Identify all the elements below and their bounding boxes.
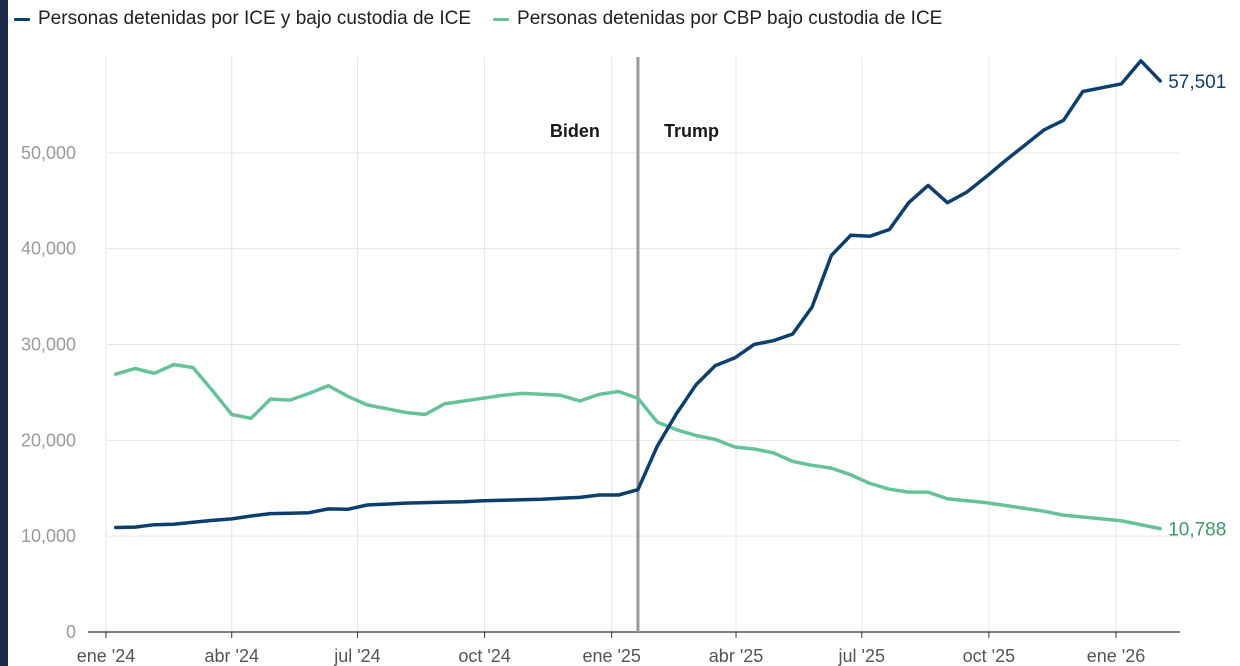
x-tick-label: jul '24: [333, 646, 380, 666]
y-tick-label: 50,000: [21, 143, 76, 163]
x-tick-label: ene '26: [1087, 646, 1146, 666]
y-axis-ticks: 0 10,000 20,000 30,000 40,000 50,000: [21, 143, 76, 642]
y-tick-label: 40,000: [21, 239, 76, 259]
x-tick-label: ene '25: [582, 646, 641, 666]
series-line-ice: [113, 59, 1162, 530]
y-tick-label: 0: [66, 622, 76, 642]
era-label-biden: Biden: [550, 121, 600, 141]
x-tick-label: abr '25: [709, 646, 763, 666]
legend-label-cbp: Personas detenidas por CBP bajo custodia…: [517, 8, 943, 29]
x-tick-label: oct '24: [458, 646, 510, 666]
x-tick-label: oct '25: [963, 646, 1015, 666]
administration-divider-group: Biden Trump: [550, 57, 719, 632]
legend-item-cbp[interactable]: Personas detenidas por CBP bajo custodia…: [493, 8, 942, 30]
legend-swatch-ice: [14, 17, 30, 21]
legend-item-ice[interactable]: Personas detenidas por ICE y bajo custod…: [14, 8, 471, 30]
y-tick-label: 20,000: [21, 430, 76, 450]
series-group: [113, 59, 1162, 531]
x-tick-label: jul '25: [838, 646, 885, 666]
left-accent-bar: [0, 0, 8, 666]
y-tick-label: 30,000: [21, 335, 76, 355]
legend-label-ice: Personas detenidas por ICE y bajo custod…: [38, 8, 472, 29]
x-tick-label: ene '24: [77, 646, 136, 666]
y-tick-label: 10,000: [21, 526, 76, 546]
grid-layer: [88, 57, 1180, 633]
label-group: 10,788 57,501: [1168, 72, 1226, 541]
legend-swatch-cbp: [493, 17, 510, 21]
chart-legend: Personas detenidas por ICE y bajo custod…: [14, 8, 942, 30]
era-label-trump: Trump: [664, 121, 719, 141]
series-line-cbp: [113, 362, 1162, 531]
end-value-label-ice: 57,501: [1168, 72, 1226, 93]
end-value-label-cbp: 10,788: [1168, 520, 1226, 541]
x-tick-label: abr '24: [204, 646, 258, 666]
x-axis-ticks: ene '24 abr '24 jul '24 oct '24 ene '25 abr '…: [77, 632, 1146, 666]
